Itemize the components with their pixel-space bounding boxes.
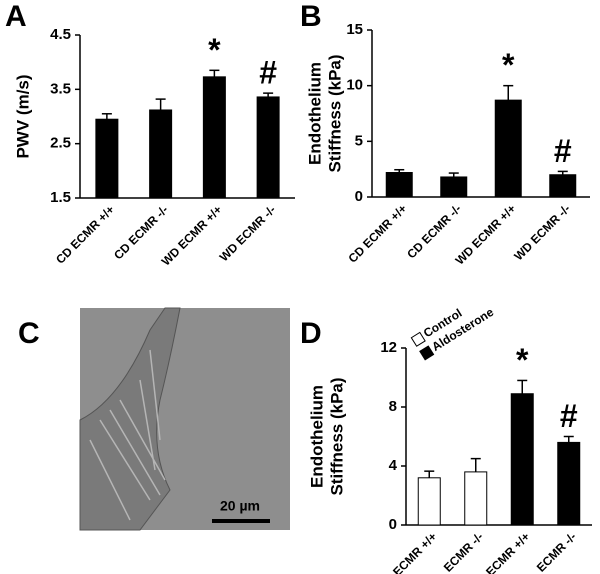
x-tick-label: CD ECMR -/-	[111, 202, 171, 262]
x-tick-label: ECMR -/-	[441, 529, 486, 574]
bar	[549, 174, 577, 198]
x-tick-label: WD ECMR -/-	[217, 202, 279, 264]
panel-label: C	[18, 317, 40, 350]
significance-marker: *	[208, 32, 221, 68]
y-tick-label: 1.5	[50, 189, 71, 206]
y-axis-label: Stiffness (kPa)	[327, 377, 346, 495]
panel-c: C 20 µm	[18, 307, 290, 531]
legend-swatch	[410, 331, 426, 347]
bar	[464, 471, 488, 526]
bar	[494, 99, 522, 198]
y-axis-label: Endothelium	[307, 385, 326, 488]
significance-marker: #	[560, 398, 578, 434]
x-tick-label: CD ECMR +/+	[53, 202, 117, 266]
panel-label: A	[5, 0, 27, 33]
significance-marker: #	[554, 133, 572, 169]
legend-swatch	[419, 345, 435, 361]
y-axis-label: Stiffness (kPa)	[325, 54, 344, 172]
x-tick-label: CD ECMR +/+	[345, 201, 409, 265]
x-tick-label: ECMR -/-	[534, 529, 579, 574]
y-axis-label: PWV (m/s)	[13, 74, 32, 158]
y-tick-label: 4	[389, 457, 398, 474]
y-tick-label: 0	[389, 516, 397, 533]
x-tick-label: ECMR +/+	[390, 529, 440, 574]
y-tick-label: 8	[389, 398, 397, 415]
y-tick-label: 15	[346, 21, 363, 38]
bar	[557, 441, 581, 526]
y-axis-label: Endothelium	[305, 62, 324, 165]
bar	[440, 176, 468, 198]
fibers	[89, 349, 166, 521]
x-tick-label: ECMR +/+	[483, 529, 533, 574]
bar	[95, 118, 119, 199]
y-tick-label: 12	[380, 339, 397, 356]
bar	[202, 76, 226, 199]
bar	[417, 477, 441, 526]
significance-marker: #	[259, 55, 277, 91]
bar	[385, 172, 413, 198]
bar	[256, 96, 280, 199]
x-tick-label: WD ECMR -/-	[511, 201, 573, 263]
y-tick-label: 4.5	[50, 26, 71, 43]
significance-marker: *	[502, 47, 515, 83]
y-tick-label: 2.5	[50, 135, 71, 152]
bar	[149, 109, 173, 199]
y-tick-label: 5	[355, 132, 363, 149]
bar	[510, 393, 534, 526]
x-tick-label: CD ECMR -/-	[404, 201, 464, 261]
y-tick-label: 3.5	[50, 80, 71, 97]
panel-label: B	[300, 0, 322, 33]
y-tick-label: 10	[346, 77, 363, 94]
scale-bar-label: 20 µm	[220, 498, 260, 514]
y-tick-label: 0	[355, 188, 363, 205]
significance-marker: *	[516, 342, 529, 378]
panel-label: D	[300, 317, 322, 350]
